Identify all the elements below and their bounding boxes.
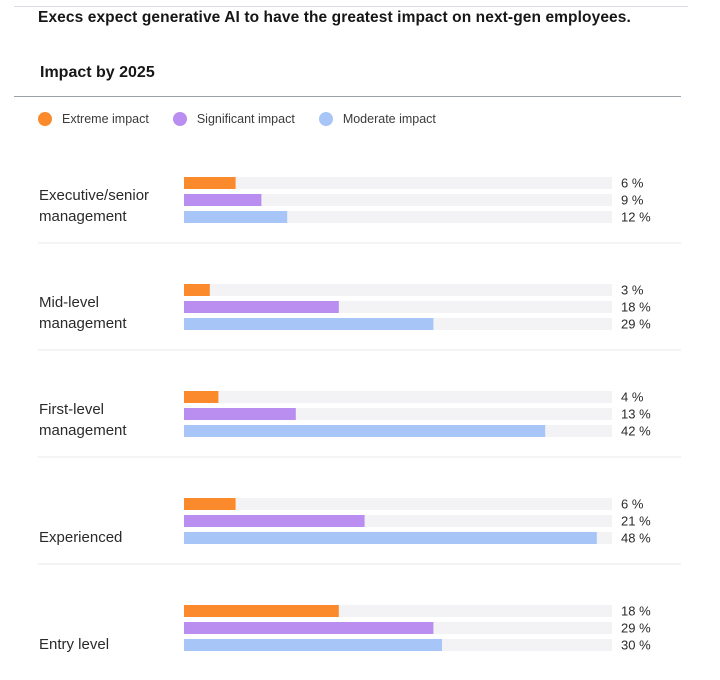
category-label-0-0: Executive/senior [39,187,149,204]
legend-label-extreme: Extreme impact [62,112,149,126]
category-label-0-1: management [39,208,127,225]
page-headline: Execs expect generative AI to have the g… [38,9,631,26]
value-label-3-significant: 21 % [621,514,651,529]
value-label-0-moderate: 12 % [621,210,651,225]
bar-3-significant [184,515,365,527]
value-label-2-extreme: 4 % [621,390,644,405]
chart-legend: Extreme impact Significant impact Modera… [38,109,460,129]
category-label-3-0: Experienced [39,529,122,546]
category-label-1-1: management [39,315,127,332]
bar-0-significant [184,194,262,206]
bar-4-significant [184,622,434,634]
bar-4-moderate [184,639,442,651]
legend-item-moderate: Moderate impact [318,112,436,126]
bar-1-significant [184,301,339,313]
bar-track-3-extreme [184,498,612,510]
value-label-1-extreme: 3 % [621,283,644,298]
legend-label-moderate: Moderate impact [342,112,436,126]
category-label-2-1: management [39,422,127,439]
value-label-4-significant: 29 % [621,621,651,636]
value-label-3-moderate: 48 % [621,531,651,546]
bar-1-extreme [184,284,210,296]
bar-track-0-moderate [184,211,612,223]
bar-1-moderate [184,318,434,330]
value-label-2-significant: 13 % [621,407,651,422]
value-label-3-extreme: 6 % [621,497,644,512]
value-label-0-extreme: 6 % [621,176,644,191]
bar-track-2-extreme [184,391,612,403]
legend-dot-significant [172,112,187,126]
bar-0-moderate [184,211,288,223]
bar-2-significant [184,408,296,420]
legend-dot-extreme [38,112,52,126]
value-label-0-significant: 9 % [621,193,644,208]
category-label-1-0: Mid-level [39,294,99,311]
bar-2-extreme [184,391,219,403]
bar-2-moderate [184,425,546,437]
bar-3-moderate [184,532,597,544]
value-label-4-extreme: 18 % [621,604,651,619]
value-label-1-significant: 18 % [621,300,651,315]
bar-track-1-extreme [184,284,612,296]
title-divider [14,96,681,97]
value-label-4-moderate: 30 % [621,638,651,653]
top-divider [14,6,688,7]
bar-4-extreme [184,605,339,617]
legend-dot-moderate [318,112,333,126]
value-label-1-moderate: 29 % [621,317,651,332]
bar-track-0-significant [184,194,612,206]
bar-3-extreme [184,498,236,510]
category-label-2-0: First-level [39,401,104,418]
category-label-4-0: Entry level [39,636,109,653]
bar-track-0-extreme [184,177,612,189]
bar-0-extreme [184,177,236,189]
legend-item-significant: Significant impact [172,112,295,126]
legend-item-extreme: Extreme impact [38,112,149,126]
chart-title: Impact by 2025 [40,64,155,81]
legend-label-significant: Significant impact [196,112,295,126]
value-label-2-moderate: 42 % [621,424,651,439]
